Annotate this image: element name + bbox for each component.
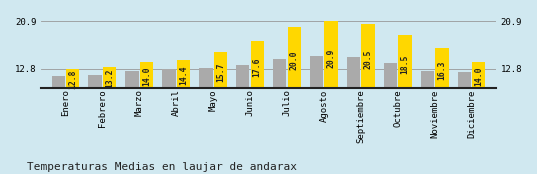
- Text: 16.3: 16.3: [438, 61, 446, 80]
- Bar: [66, 69, 79, 88]
- Bar: [214, 52, 227, 88]
- Bar: [287, 27, 301, 88]
- Bar: [361, 24, 375, 88]
- Text: 20.5: 20.5: [364, 49, 373, 69]
- Text: 18.5: 18.5: [401, 55, 410, 74]
- Bar: [347, 57, 360, 88]
- Text: 17.6: 17.6: [253, 57, 262, 77]
- Bar: [162, 69, 176, 88]
- Text: 14.0: 14.0: [142, 67, 151, 86]
- Bar: [52, 77, 65, 88]
- Bar: [458, 72, 471, 88]
- Bar: [177, 60, 190, 88]
- Text: 12.8: 12.8: [68, 70, 77, 89]
- Bar: [436, 48, 448, 88]
- Bar: [421, 71, 434, 88]
- Bar: [140, 62, 153, 88]
- Text: 14.4: 14.4: [179, 66, 188, 85]
- Bar: [251, 41, 264, 88]
- Bar: [324, 21, 338, 88]
- Text: 14.0: 14.0: [474, 67, 483, 86]
- Bar: [125, 71, 139, 88]
- Text: 20.9: 20.9: [326, 48, 336, 68]
- Text: Temperaturas Medias en laujar de andarax: Temperaturas Medias en laujar de andarax: [27, 162, 297, 172]
- Bar: [472, 62, 485, 88]
- Bar: [310, 56, 323, 88]
- Text: 20.0: 20.0: [289, 51, 299, 70]
- Text: 15.7: 15.7: [216, 62, 225, 82]
- Bar: [103, 66, 116, 88]
- Bar: [384, 63, 397, 88]
- Bar: [236, 65, 250, 88]
- Text: 13.2: 13.2: [105, 69, 114, 88]
- Bar: [89, 75, 101, 88]
- Bar: [273, 59, 286, 88]
- Bar: [199, 68, 213, 88]
- Bar: [398, 35, 412, 88]
